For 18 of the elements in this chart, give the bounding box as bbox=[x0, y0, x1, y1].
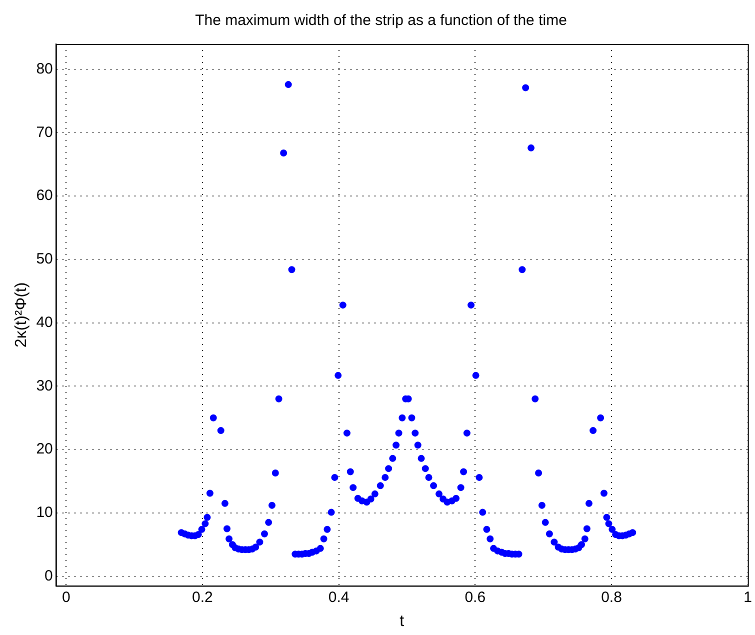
y-tick-label: 20 bbox=[36, 440, 53, 458]
x-tick-label: 0.8 bbox=[601, 588, 622, 606]
y-tick-label: 30 bbox=[36, 377, 53, 394]
x-tick-label: 1 bbox=[744, 588, 752, 606]
y-tick-label: 10 bbox=[36, 504, 53, 522]
y-tick-label: 40 bbox=[36, 314, 53, 331]
y-axis-title: 2κ(t)²Φ(t) bbox=[13, 282, 30, 348]
x-tick-label: 0.4 bbox=[328, 588, 350, 606]
x-tick-label: 0.2 bbox=[192, 588, 213, 606]
y-tick-label: 80 bbox=[36, 60, 53, 78]
y-tick-label: 50 bbox=[36, 250, 53, 268]
x-tick-label: 0.6 bbox=[464, 588, 486, 606]
y-tick-label: 0 bbox=[44, 567, 53, 584]
y-tick-label: 70 bbox=[36, 124, 53, 141]
x-tick-label: 0 bbox=[62, 588, 70, 606]
y-tick-label: 60 bbox=[36, 187, 53, 204]
chart-title: The maximum width of the strip as a function of the time bbox=[195, 12, 567, 30]
x-axis-title: t bbox=[400, 612, 405, 630]
